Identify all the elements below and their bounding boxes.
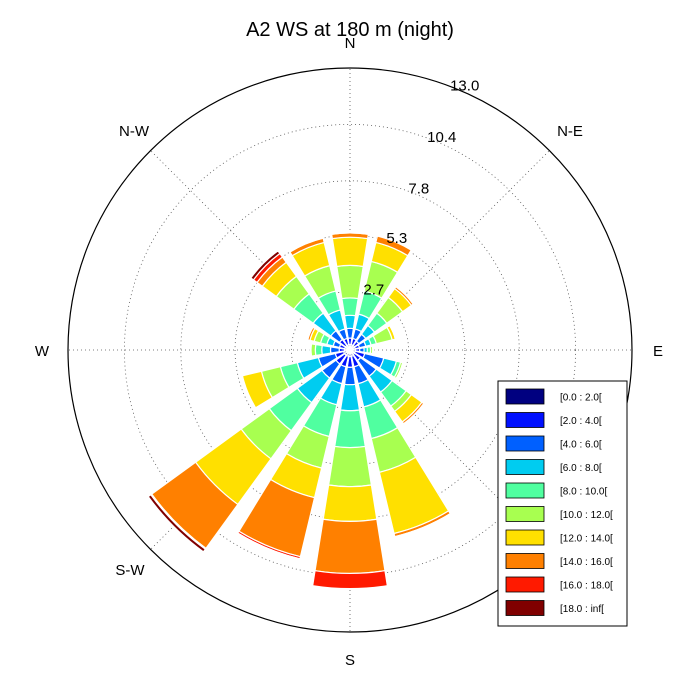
direction-label-e: E: [653, 343, 663, 360]
direction-label-n: N: [345, 35, 356, 52]
grid-spoke-1: [349, 150, 550, 351]
petal-ese-bin-6: [395, 361, 405, 380]
petal-n-bin-2: [345, 327, 355, 339]
direction-label-n-e: N-E: [557, 123, 583, 140]
petal-s-bin-8: [311, 569, 389, 590]
radial-tick-label: 7.8: [408, 180, 429, 197]
petal-s-bin-5: [327, 445, 373, 488]
petal-n-bin-3: [343, 314, 357, 330]
petal-nnw-bin-8: [288, 236, 324, 253]
petal-n-bin-8: [330, 231, 370, 235]
radial-tick-labels: 2.7 5.3 7.8 10.4 13.0: [363, 77, 479, 298]
direction-label-s-w: S-W: [115, 562, 145, 579]
petal-s-bin-3: [339, 383, 361, 412]
petal-wsw-bin-6: [241, 370, 274, 409]
legend-swatch-2: [505, 435, 545, 452]
grid-spoke-7: [150, 150, 351, 351]
petal-s-bin-4: [334, 409, 366, 449]
legend-swatch-7: [505, 553, 545, 569]
petal-e-bin-6: [371, 345, 375, 355]
chart-title: A2 WS at 180 m (night): [246, 19, 454, 41]
petal-sse-bin-8: [394, 512, 452, 539]
legend-label-3: [6.0 : 8.0[: [560, 463, 602, 474]
legend-label-8: [16.0 : 18.0[: [560, 581, 613, 592]
wind-petals: [147, 231, 452, 590]
petal-n-bin-4: [341, 297, 359, 317]
legend: [0.0 : 2.0[ [2.0 : 4.0[ [4.0 : 6.0[ [6.0 : …: [497, 380, 628, 627]
direction-label-s: S: [345, 652, 355, 669]
petal-s-bin-2: [343, 366, 357, 386]
petal-n-bin-6: [331, 236, 369, 268]
radial-tick-label: 10.4: [427, 129, 456, 146]
petal-wnw-bin-7: [307, 326, 316, 342]
direction-labels: N N-E E S S-W W N-W: [35, 35, 663, 669]
petal-n-bin-5: [336, 264, 364, 300]
grid-circle-3: [123, 123, 577, 577]
grid-circle-0: [291, 291, 409, 409]
petal-ene-bin-7: [388, 324, 398, 340]
petal-sw-bin-9: [147, 493, 207, 553]
grid-circle-2: [180, 180, 520, 520]
legend-label-9: [18.0 : inf[: [560, 604, 604, 615]
petal-w-bin-3: [321, 344, 332, 356]
grid-spoke-3: [349, 349, 550, 550]
petal-nne-bin-7: [375, 235, 413, 257]
legend-swatch-8: [505, 576, 545, 593]
petal-ssw-bin-9: [236, 532, 301, 561]
petal-s-bin-6: [322, 484, 378, 522]
petal-ne-bin-7: [393, 285, 415, 307]
petal-w-bin-6: [309, 343, 313, 357]
radial-tick-label: 13.0: [450, 77, 479, 94]
radial-tick-label: 2.7: [363, 281, 384, 298]
legend-label-7: [14.0 : 16.0[: [560, 557, 613, 568]
legend-swatch-1: [505, 412, 545, 428]
legend-label-5: [10.0 : 12.0[: [560, 510, 613, 521]
petal-se-bin-7: [401, 401, 425, 425]
legend-label-1: [2.0 : 4.0[: [560, 416, 602, 427]
legend-swatch-5: [505, 506, 545, 522]
legend-swatch-0: [505, 388, 545, 405]
petal-w-bin-2: [329, 346, 340, 354]
legend-swatch-4: [505, 482, 545, 499]
direction-label-n-w: N-W: [119, 123, 150, 140]
petal-w-bin-4: [314, 343, 323, 357]
legend-label-0: [0.0 : 2.0[: [560, 393, 602, 404]
direction-label-w: W: [35, 343, 50, 360]
legend-label-2: [4.0 : 6.0[: [560, 440, 602, 451]
legend-swatch-3: [505, 459, 545, 475]
petal-s-bin-7: [314, 518, 386, 575]
outer-circle: [67, 67, 633, 633]
legend-swatch-9: [505, 600, 545, 616]
legend-label-4: [8.0 : 10.0[: [560, 487, 607, 498]
petal-nw-bin-9: [250, 250, 281, 281]
radial-tick-label: 5.3: [386, 230, 407, 247]
legend-label-6: [12.0 : 14.0[: [560, 534, 613, 545]
legend-swatch-6: [505, 529, 545, 546]
